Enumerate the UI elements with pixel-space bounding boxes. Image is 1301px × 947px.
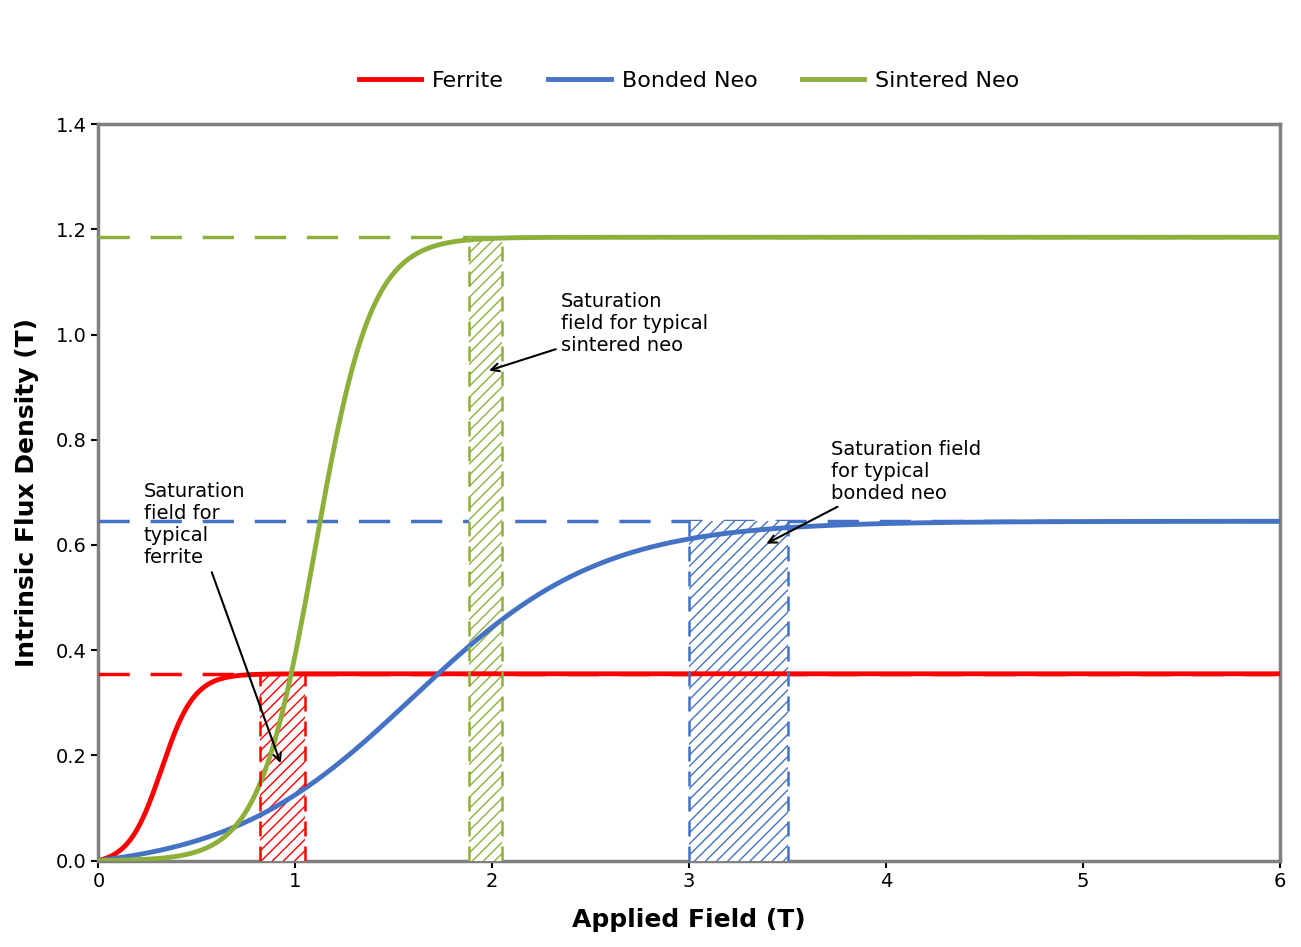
Text: Saturation field
for typical
bonded neo: Saturation field for typical bonded neo <box>769 439 981 543</box>
Bar <box>260 674 306 861</box>
FancyBboxPatch shape <box>690 521 787 861</box>
Legend: Ferrite, Bonded Neo, Sintered Neo: Ferrite, Bonded Neo, Sintered Neo <box>350 62 1028 99</box>
Text: Saturation
field for
typical
ferrite: Saturation field for typical ferrite <box>143 482 281 761</box>
Bar <box>690 521 787 861</box>
FancyBboxPatch shape <box>468 238 502 861</box>
Y-axis label: Intrinsic Flux Density (T): Intrinsic Flux Density (T) <box>16 318 39 667</box>
Bar <box>468 238 502 861</box>
FancyBboxPatch shape <box>260 674 306 861</box>
X-axis label: Applied Field (T): Applied Field (T) <box>572 908 805 932</box>
Text: Saturation
field for typical
sintered neo: Saturation field for typical sintered ne… <box>492 293 708 371</box>
